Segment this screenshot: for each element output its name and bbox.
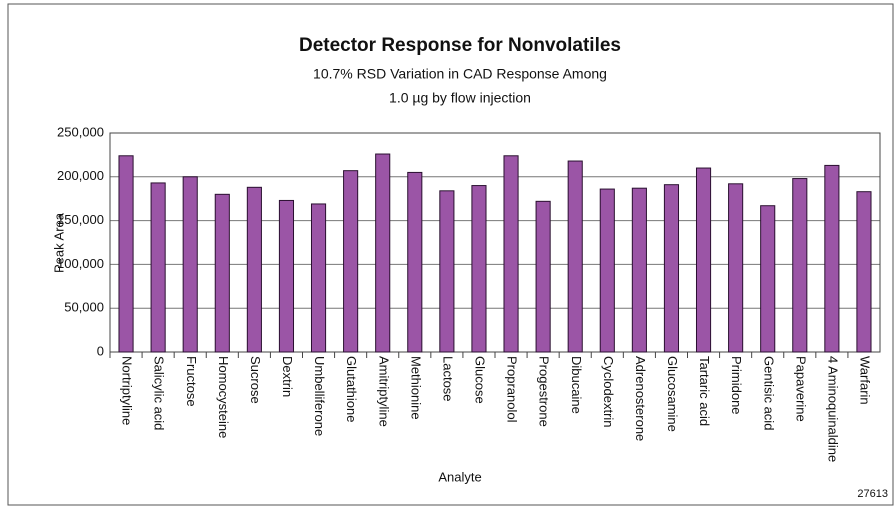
- x-tick-label: Adrenosterone: [633, 356, 648, 441]
- y-tick-label: 200,000: [57, 168, 104, 183]
- bar: [663, 184, 680, 353]
- bar: [535, 200, 551, 353]
- y-tick-label: 150,000: [57, 212, 104, 227]
- x-tick-label: Dibucaine: [569, 356, 584, 414]
- bar: [728, 183, 744, 353]
- bar: [375, 153, 391, 353]
- bar: [631, 187, 647, 353]
- x-tick-label: Propranolol: [505, 356, 520, 423]
- x-tick-label: 4 Aminoquinaldine: [825, 356, 840, 462]
- x-tick-label: Tartaric acid: [697, 356, 712, 426]
- bar: [343, 170, 359, 353]
- x-tick-label: Glucosamine: [665, 356, 680, 432]
- figure-id: 27613: [857, 488, 888, 500]
- bar: [118, 155, 134, 353]
- x-tick-label: Fructose: [184, 356, 199, 407]
- x-tick-label: Nortriptyline: [120, 356, 135, 425]
- bar: [246, 186, 262, 353]
- bar: [695, 167, 712, 353]
- x-tick-label: Cyclodextrin: [601, 356, 616, 428]
- bar: [856, 191, 872, 353]
- x-tick-label: Progestrone: [537, 356, 552, 427]
- bar: [439, 190, 455, 353]
- bar: [150, 182, 166, 353]
- bar: [599, 188, 615, 353]
- bar: [824, 164, 840, 353]
- bar: [471, 185, 487, 353]
- bar: [760, 205, 776, 353]
- x-tick-label: Lactose: [440, 356, 455, 402]
- x-tick-label: Gentisic acid: [761, 356, 776, 430]
- bar: [214, 193, 230, 353]
- x-tick-label: Homocysteine: [216, 356, 231, 438]
- y-tick-label: 250,000: [57, 124, 104, 139]
- bar: [407, 171, 423, 353]
- subtitle: 10.7% RSD Variation in CAD Response Amon…: [313, 66, 607, 82]
- x-tick-label: Umbelliferone: [312, 356, 327, 436]
- chart-title: Detector Response for Nonvolatiles: [299, 35, 621, 56]
- x-tick-label: Glutathione: [344, 356, 359, 423]
- x-tick-label: Amitriptyline: [376, 356, 391, 427]
- bar: [278, 199, 295, 353]
- x-axis-label: Analyte: [438, 469, 481, 484]
- bar: [310, 203, 327, 353]
- bar: [503, 155, 519, 353]
- x-tick-label: Warfarin: [858, 356, 873, 405]
- bar: [182, 176, 198, 353]
- y-tick-label: 50,000: [64, 300, 104, 315]
- bar: [567, 160, 583, 353]
- x-tick-label: Papaverine: [793, 356, 808, 422]
- bar: [792, 178, 808, 353]
- y-axis-label: Peak Area: [51, 212, 66, 273]
- x-tick-label: Primidone: [729, 356, 744, 415]
- y-tick-label: 100,000: [57, 256, 104, 271]
- x-tick-label: Methionine: [408, 356, 423, 420]
- subtitle: 1.0 µg by flow injection: [389, 90, 531, 106]
- x-tick-label: Sucrose: [248, 356, 263, 404]
- x-tick-label: Glucose: [473, 356, 488, 404]
- x-tick-label: Dextrin: [280, 356, 295, 397]
- x-tick-label: Salicylic acid: [152, 356, 167, 430]
- y-tick-label: 0: [97, 343, 104, 358]
